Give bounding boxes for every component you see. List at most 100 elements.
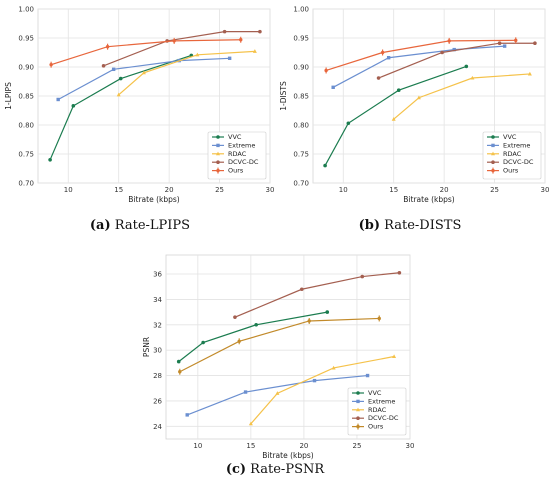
series-line-vvc bbox=[178, 311, 328, 363]
y-axis-label: PSNR bbox=[142, 337, 151, 357]
data-point-rdac bbox=[392, 354, 397, 359]
x-tick-label: 10 bbox=[64, 186, 73, 194]
y-axis-label: 1-DISTS bbox=[279, 81, 288, 111]
chart-rate-lpips: 10 15 20 25 30 0.70 0.75 0.80 0.85 0.90 0.95 1.00 Bi… bbox=[4, 6, 275, 205]
series-line-vvc bbox=[49, 54, 192, 161]
x-axis-label: Bitrate (kbps) bbox=[403, 195, 454, 204]
data-point-rdac bbox=[391, 117, 396, 121]
data-point-vvc bbox=[118, 76, 123, 81]
data-point-vvc bbox=[325, 310, 330, 314]
legend-marker bbox=[356, 399, 360, 404]
data-point-extreme bbox=[365, 373, 370, 378]
legend-box bbox=[347, 387, 407, 436]
data-point-extreme bbox=[227, 56, 232, 60]
legend-marker bbox=[216, 160, 220, 164]
caption-dists-text: Rate-DISTS bbox=[380, 218, 462, 233]
legend-label: DCVC-DC bbox=[503, 158, 534, 166]
data-point-extreme bbox=[331, 85, 335, 89]
x-tick-label: 20 bbox=[165, 186, 174, 194]
data-point-dcvc-dc bbox=[533, 41, 537, 46]
data-point-dcvc-dc bbox=[376, 76, 381, 80]
legend-box bbox=[207, 131, 267, 180]
y-tick-label: 1.00 bbox=[18, 6, 34, 14]
y-tick-label: 0.85 bbox=[18, 93, 34, 101]
series-line-dcvc-dc bbox=[234, 272, 400, 318]
series-line-dcvc-dc bbox=[378, 42, 535, 79]
x-tick-label: 30 bbox=[266, 186, 275, 194]
y-tick-label: 26 bbox=[153, 397, 162, 405]
caption-lpips-text: Rate-LPIPS bbox=[110, 218, 191, 233]
x-tick-label: 25 bbox=[490, 186, 499, 194]
caption-psnr-text: Rate-PSNR bbox=[246, 462, 325, 477]
legend-label: DCVC-DC bbox=[228, 158, 259, 166]
legend-label: VVC bbox=[368, 389, 382, 397]
legend-marker bbox=[491, 151, 495, 156]
series-line-rdac bbox=[250, 355, 395, 425]
y-tick-label: 0.80 bbox=[18, 122, 34, 130]
data-point-vvc bbox=[396, 88, 401, 92]
legend-label: DCVC-DC bbox=[368, 414, 399, 422]
series-line-extreme bbox=[57, 57, 230, 101]
y-tick-label: 0.75 bbox=[18, 151, 34, 159]
y-tick-label: 0.75 bbox=[293, 151, 309, 159]
data-point-vvc bbox=[176, 359, 181, 364]
series-line-ours bbox=[50, 39, 241, 66]
data-point-vvc bbox=[346, 121, 351, 126]
caption-rate-lpips: (a) Rate-LPIPS bbox=[50, 218, 230, 233]
legend-marker bbox=[356, 416, 360, 420]
legend-label: RDAC bbox=[503, 150, 522, 158]
legend-label: Extreme bbox=[503, 141, 530, 149]
chart-rate-dists: 10 15 20 25 30 0.70 0.75 0.80 0.85 0.90 0.95 1.00 Bi… bbox=[279, 6, 550, 205]
caption-rate-psnr: (c) Rate-PSNR bbox=[185, 462, 365, 477]
legend-label: VVC bbox=[228, 133, 242, 141]
data-point-extreme bbox=[452, 47, 456, 52]
data-point-dcvc-dc bbox=[101, 64, 106, 68]
legend-label: Ours bbox=[368, 423, 384, 431]
legend-marker bbox=[216, 135, 220, 139]
legend-marker bbox=[491, 160, 495, 164]
data-point-extreme bbox=[502, 44, 507, 48]
x-tick-label: 15 bbox=[389, 186, 398, 194]
y-tick-label: 0.70 bbox=[293, 180, 309, 188]
legend-marker bbox=[216, 143, 220, 148]
data-point-dcvc-dc bbox=[258, 29, 262, 34]
legend-marker bbox=[356, 407, 360, 412]
data-point-dcvc-dc bbox=[222, 29, 227, 34]
x-axis-label: Bitrate (kbps) bbox=[128, 195, 179, 204]
legend-box bbox=[482, 131, 542, 180]
legend-marker bbox=[356, 391, 360, 395]
data-point-dcvc-dc bbox=[299, 287, 304, 292]
y-axis-label: 1-LPIPS bbox=[4, 82, 13, 110]
data-point-rdac bbox=[527, 71, 532, 76]
data-point-extreme bbox=[111, 67, 116, 72]
caption-psnr-letter: (c) bbox=[225, 462, 247, 477]
legend-label: RDAC bbox=[368, 406, 387, 414]
x-tick-label: 10 bbox=[339, 186, 348, 194]
legend-label: RDAC bbox=[228, 150, 247, 158]
data-point-rdac bbox=[248, 421, 253, 426]
legend-label: Extreme bbox=[368, 397, 395, 405]
y-tick-label: 0.95 bbox=[293, 35, 309, 43]
x-axis-label: Bitrate (kbps) bbox=[262, 451, 313, 460]
data-point-vvc bbox=[48, 158, 52, 162]
data-point-dcvc-dc bbox=[397, 270, 402, 275]
data-point-extreme bbox=[386, 56, 391, 60]
legend-label: Ours bbox=[228, 167, 244, 175]
data-point-extreme bbox=[185, 413, 189, 417]
data-point-dcvc-dc bbox=[233, 315, 237, 319]
legend-marker bbox=[491, 135, 495, 139]
x-tick-label: 30 bbox=[406, 442, 415, 450]
x-tick-label: 30 bbox=[541, 186, 550, 194]
y-tick-label: 0.80 bbox=[293, 122, 309, 130]
x-tick-label: 25 bbox=[352, 442, 361, 450]
series-line-dcvc-dc bbox=[103, 31, 260, 67]
data-point-rdac bbox=[252, 49, 257, 53]
x-tick-label: 15 bbox=[114, 186, 123, 194]
y-tick-label: 0.85 bbox=[293, 93, 309, 101]
data-point-vvc bbox=[201, 340, 205, 345]
legend-label: Extreme bbox=[228, 141, 255, 149]
y-tick-label: 30 bbox=[153, 347, 162, 355]
chart-rate-psnr: 10 15 20 25 30 24 26 28 30 32 34 36 Bitrate (kbps) PS… bbox=[142, 254, 415, 460]
